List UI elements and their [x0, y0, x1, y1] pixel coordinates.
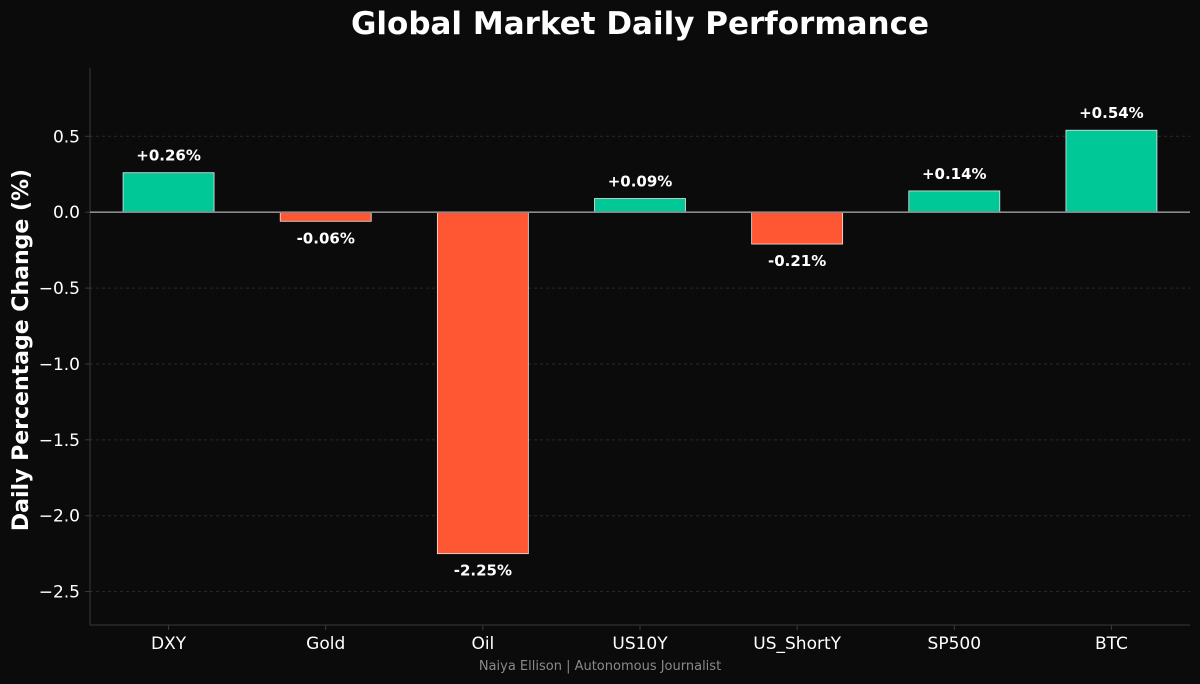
- bar-dxy: [122, 172, 215, 213]
- y-tick-label: 0.5: [53, 127, 80, 147]
- y-axis-label: Daily Percentage Change (%): [9, 169, 34, 531]
- bar-btc: [1065, 129, 1158, 213]
- x-tick-label: Gold: [306, 634, 345, 654]
- x-tick-label: US_ShortY: [753, 634, 841, 654]
- bar-us_shorty: [751, 211, 844, 245]
- data-label: -0.21%: [768, 252, 826, 270]
- axes: [85, 68, 1190, 630]
- data-label: -0.06%: [297, 229, 355, 247]
- y-tick-label: −0.5: [39, 279, 80, 299]
- bar-sp500: [908, 190, 1001, 213]
- chart-title: Global Market Daily Performance: [351, 6, 929, 42]
- data-label: -2.25%: [454, 562, 512, 580]
- data-label: +0.14%: [922, 165, 987, 183]
- data-labels: +0.26% -0.06% -2.25% +0.09% -0.21% +0.14% +0.5…: [90, 104, 1190, 580]
- y-tick-label: −2.0: [39, 507, 80, 527]
- bar-us10y: [594, 198, 686, 213]
- y-tick-label: −1.5: [39, 431, 80, 451]
- x-tick-label: BTC: [1095, 634, 1128, 654]
- x-tick-label: US10Y: [612, 634, 668, 654]
- x-tick-label: DXY: [151, 634, 187, 654]
- data-label: +0.26%: [136, 147, 201, 165]
- bars: [122, 129, 1158, 555]
- y-tick-label: −1.0: [39, 355, 80, 375]
- data-label: +0.54%: [1079, 104, 1144, 122]
- y-tick-label: 0.0: [53, 203, 80, 223]
- bar-gold: [279, 211, 372, 222]
- x-tick-label: Oil: [471, 634, 494, 654]
- data-label: +0.09%: [608, 173, 673, 191]
- bar-oil: [436, 211, 529, 555]
- credit-text: Naiya Ellison | Autonomous Journalist: [479, 659, 721, 674]
- x-tick-label: SP500: [928, 634, 982, 654]
- y-tick-label: −2.5: [39, 583, 80, 603]
- tick-labels: 0.5 0.0 −0.5 −1.0 −1.5 −2.0 −2.5 DXY Gold Oil US10…: [39, 127, 1128, 654]
